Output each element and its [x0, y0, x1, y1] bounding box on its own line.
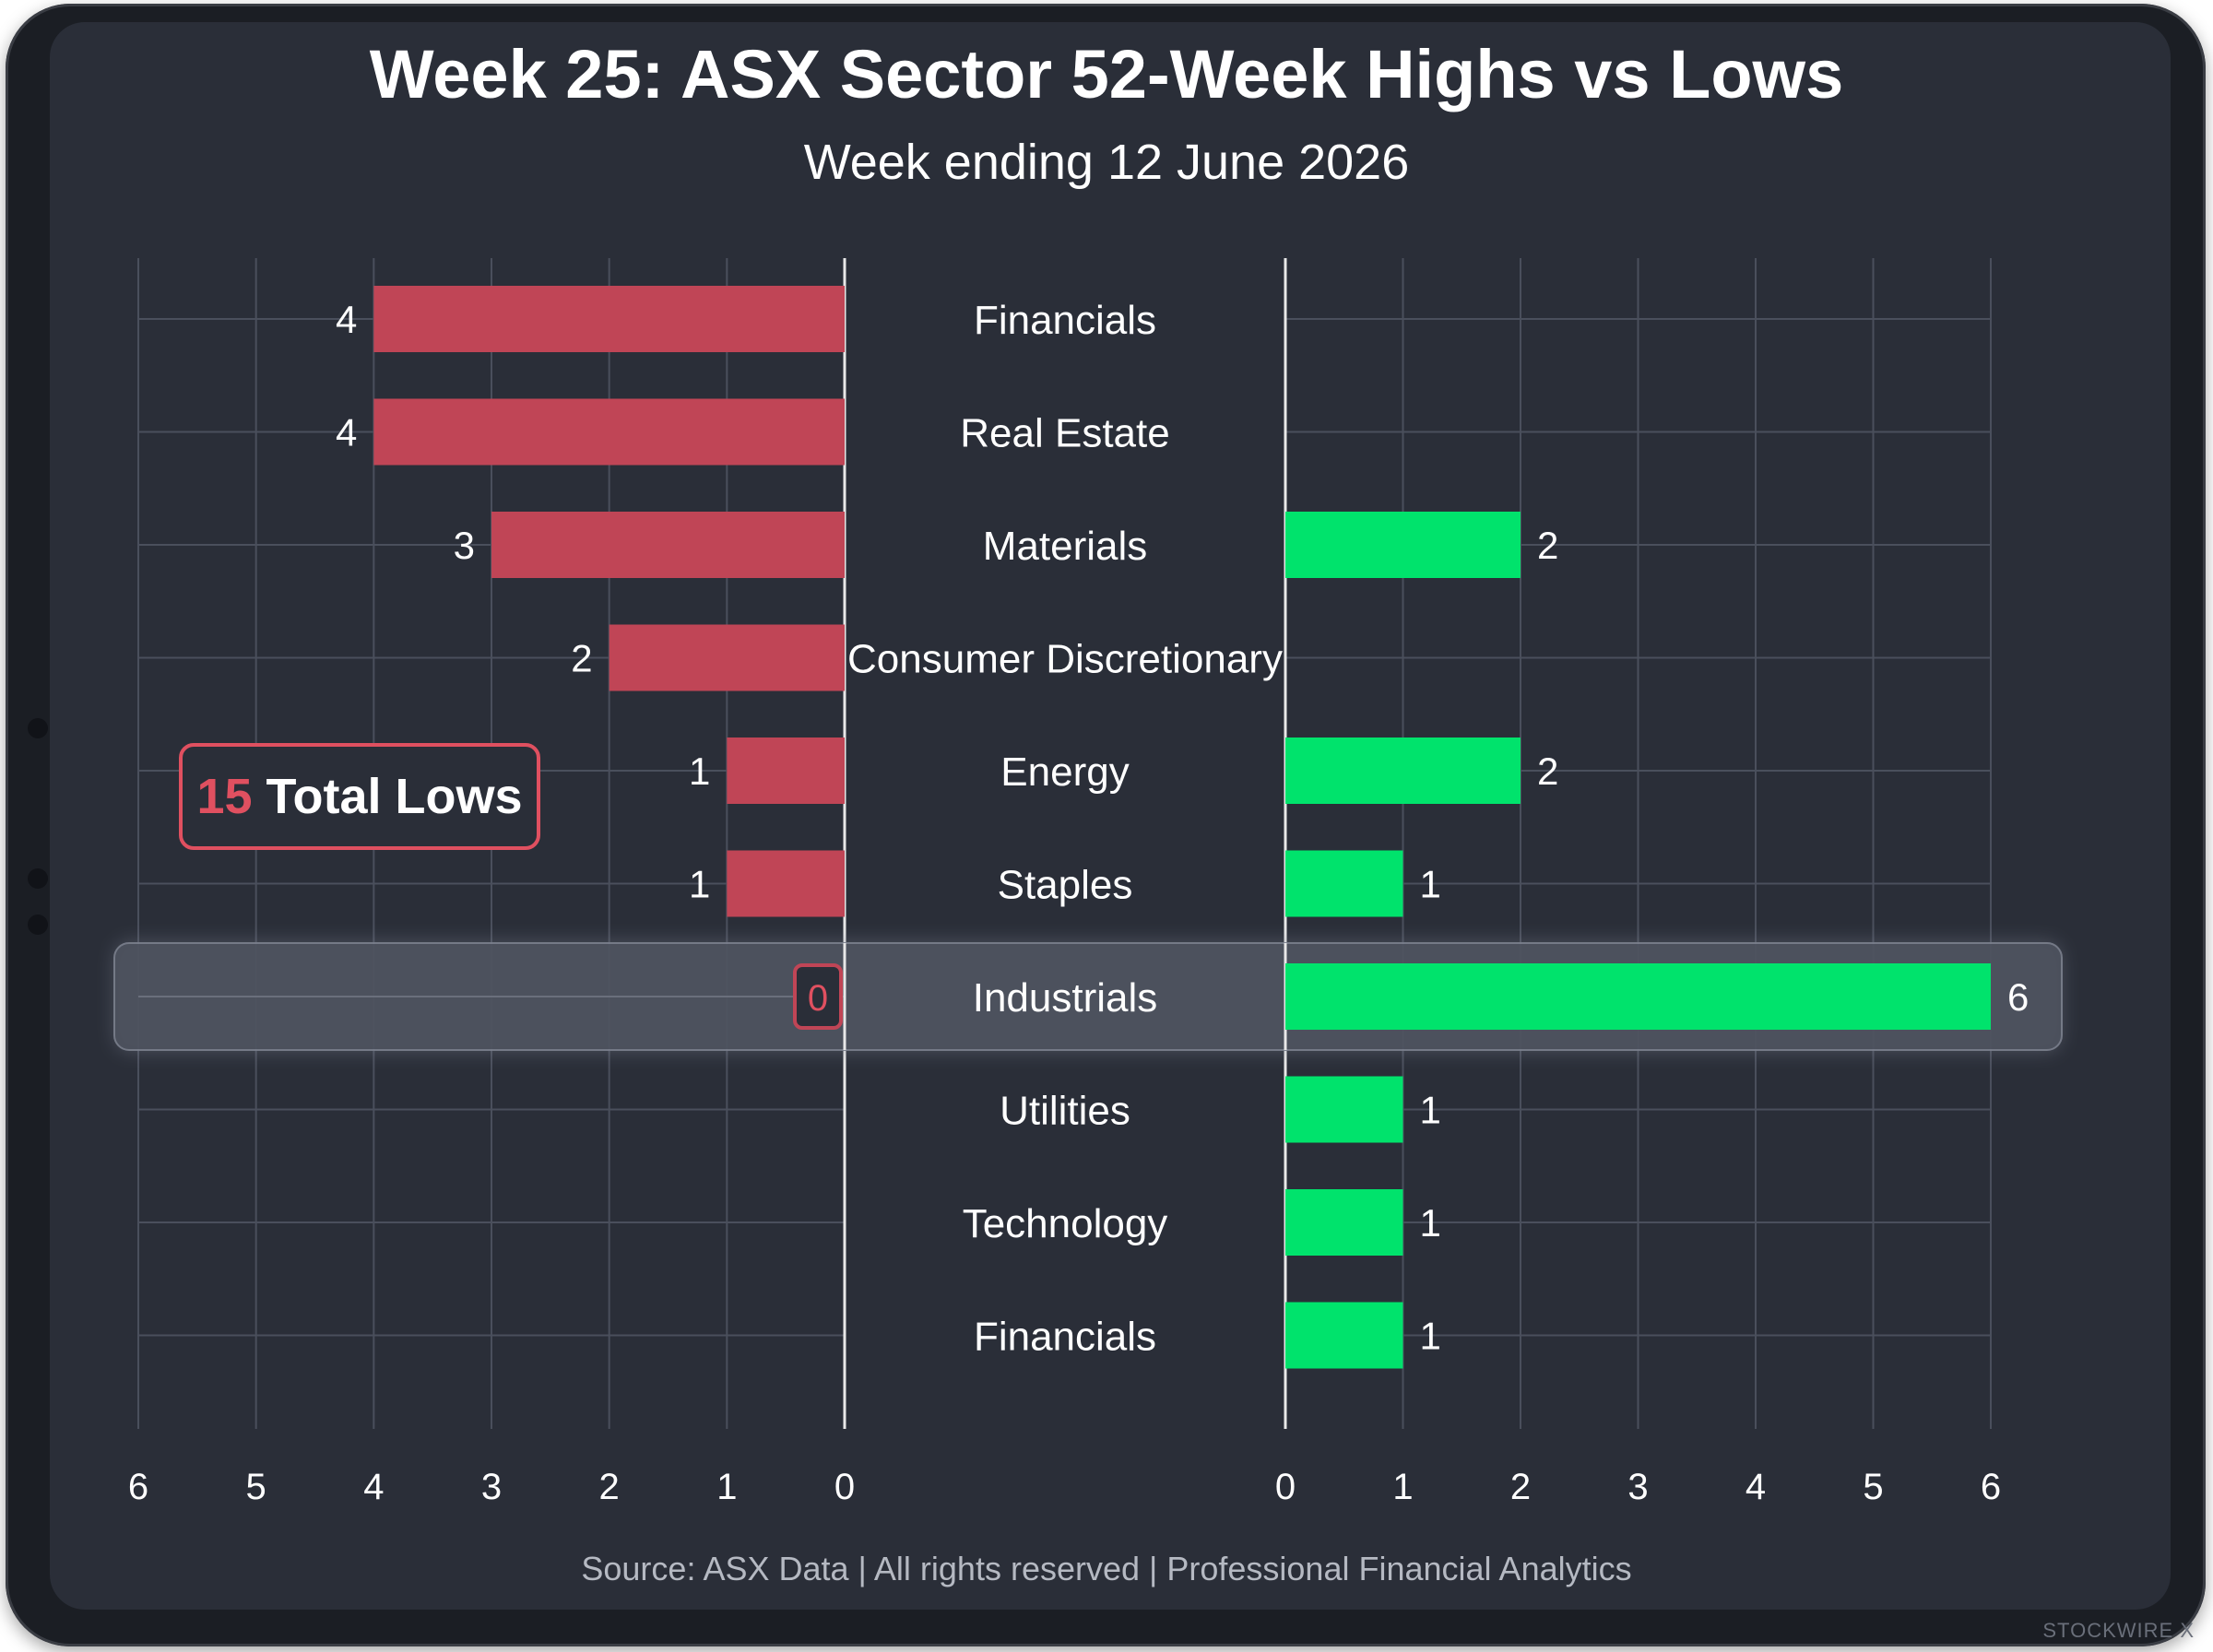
lows-bar — [727, 738, 845, 804]
highs-data-label: 1 — [1420, 863, 1441, 906]
chart-title: Week 25: ASX Sector 52-Week Highs vs Low… — [370, 36, 1843, 112]
lows-bar — [609, 624, 845, 691]
lows-bar — [373, 286, 845, 352]
category-label: Industrials — [973, 975, 1158, 1021]
left-tick-label: 2 — [599, 1467, 620, 1507]
sensor-dot — [28, 914, 48, 935]
lows-data-label: 1 — [689, 749, 710, 793]
highs-data-label: 2 — [1537, 524, 1558, 567]
category-label: Staples — [998, 863, 1133, 908]
highs-bar — [1285, 738, 1521, 804]
highs-bar — [1285, 512, 1521, 578]
category-label: Real Estate — [960, 411, 1169, 456]
highs-bar — [1285, 963, 1991, 1030]
right-tick-label: 5 — [1863, 1467, 1883, 1507]
category-label: Technology — [963, 1201, 1168, 1246]
category-label: Energy — [1000, 749, 1129, 795]
lows-bar — [491, 512, 845, 578]
category-label: Financials — [974, 1315, 1156, 1360]
zero-value-box — [793, 963, 843, 1030]
bars-layer — [373, 286, 1991, 1369]
left-tick-label: 4 — [363, 1467, 384, 1507]
category-label: Materials — [983, 524, 1148, 569]
badge-box — [179, 743, 540, 850]
highs-data-label: 1 — [1420, 1201, 1441, 1245]
right-tick-label: 2 — [1510, 1467, 1531, 1507]
highs-bar — [1285, 1302, 1403, 1369]
highs-data-label: 6 — [2007, 975, 2029, 1019]
badge-number: 15 — [196, 769, 252, 824]
labels-layer: 4 Financials 4 Real Estate 3 2 Materials 2 Consu… — [128, 298, 2029, 1507]
category-label: Utilities — [1000, 1089, 1130, 1134]
lows-data-label: 1 — [689, 863, 710, 906]
source-note: Source: ASX Data | All rights reserved |… — [581, 1550, 1631, 1587]
lows-data-label: 4 — [336, 411, 357, 454]
highs-bar — [1285, 1076, 1403, 1143]
lows-data-label: 2 — [571, 637, 592, 680]
lows-data-label: 0 — [808, 978, 828, 1019]
right-tick-label: 4 — [1746, 1467, 1766, 1507]
lows-data-label: 3 — [454, 524, 475, 567]
left-tick-label: 1 — [716, 1467, 737, 1507]
right-tick-label: 1 — [1392, 1467, 1413, 1507]
right-tick-label: 3 — [1627, 1467, 1648, 1507]
category-label: Financials — [974, 298, 1156, 343]
right-tick-label: 6 — [1981, 1467, 2001, 1507]
diverging-bar-chart: Week 25: ASX Sector 52-Week Highs vs Low… — [113, 36, 2063, 1587]
badge-label: Total Lows — [253, 769, 523, 824]
chart-screen: Week 25: ASX Sector 52-Week Highs vs Low… — [50, 22, 2171, 1610]
total-lows-badge: 15 Total Lows — [179, 743, 540, 850]
left-tick-label: 3 — [481, 1467, 502, 1507]
lows-data-label: 4 — [336, 298, 357, 341]
tablet-frame: Week 25: ASX Sector 52-Week Highs vs Low… — [6, 4, 2206, 1646]
lows-bar — [727, 850, 845, 917]
sensor-dot — [28, 868, 48, 889]
right-tick-label: 0 — [1275, 1467, 1296, 1507]
highs-data-label: 1 — [1420, 1089, 1441, 1132]
badge-text: 15 Total Lows — [196, 769, 522, 824]
category-label: Consumer Discretionary — [847, 637, 1283, 682]
highs-bar — [1285, 850, 1403, 917]
lows-bar — [373, 398, 845, 466]
left-tick-label: 6 — [128, 1467, 148, 1507]
left-tick-label: 0 — [834, 1467, 855, 1507]
camera-dot — [28, 718, 48, 738]
highs-bar — [1285, 1189, 1403, 1256]
highs-data-label: 1 — [1420, 1315, 1441, 1358]
highs-data-label: 2 — [1537, 749, 1558, 793]
watermark: STOCKWIRE X — [2042, 1619, 2195, 1642]
left-tick-label: 5 — [246, 1467, 266, 1507]
chart-subtitle: Week ending 12 June 2026 — [804, 135, 1410, 190]
